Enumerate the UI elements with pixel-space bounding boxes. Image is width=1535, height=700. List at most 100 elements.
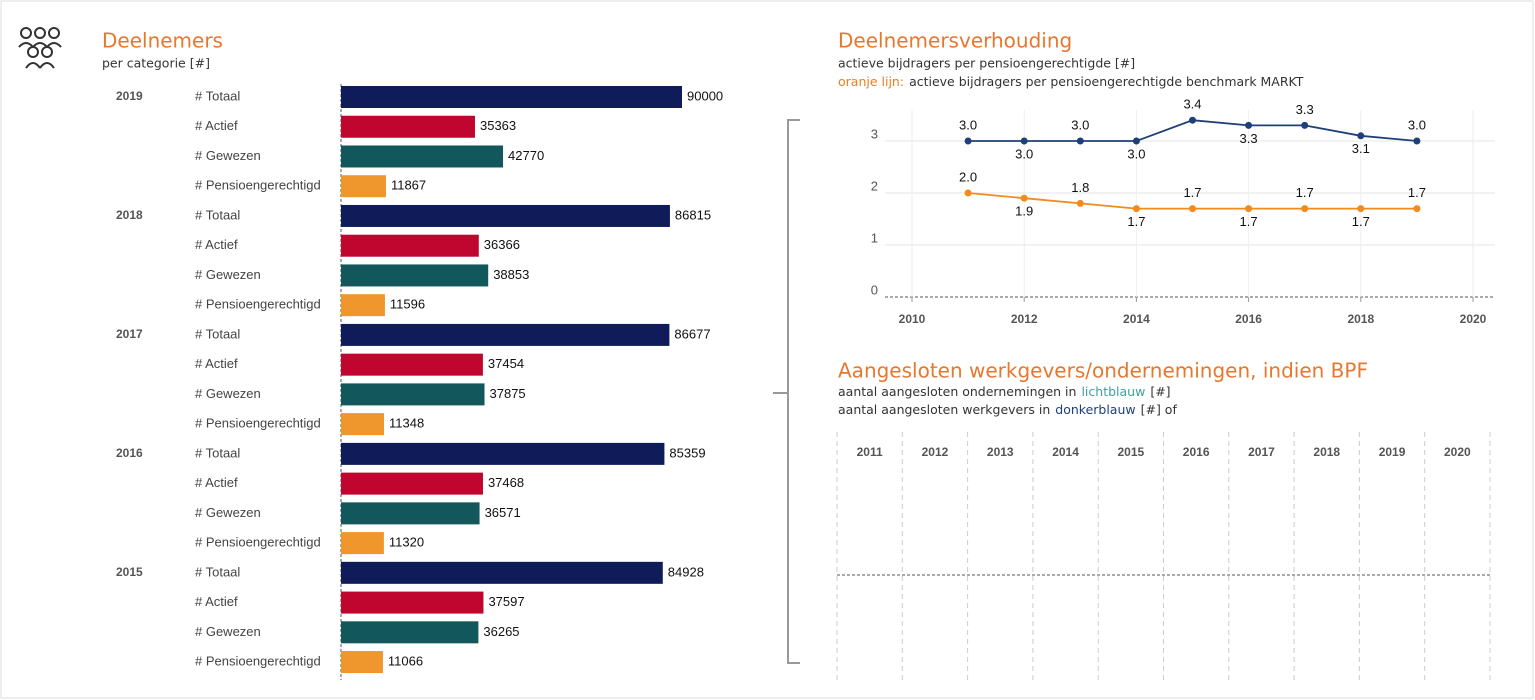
subtitle-text: aantal aangesloten ondernemingen in <box>838 384 1076 399</box>
subtitle-suffix: [#] of <box>1141 402 1178 417</box>
bar <box>341 591 484 614</box>
point <box>1076 199 1084 207</box>
subtitle-text: aantal aangesloten werkgevers in <box>838 402 1050 417</box>
value-label: 37875 <box>490 386 526 401</box>
bar <box>341 621 479 644</box>
bar <box>341 472 483 495</box>
value-label: 42770 <box>508 148 544 163</box>
value-label: 3.3 <box>1240 131 1258 146</box>
title: Deelnemersverhouding <box>838 29 1072 53</box>
value-label: 3.0 <box>1408 117 1426 132</box>
category-label: # Actief <box>195 237 238 252</box>
bar <box>341 294 385 317</box>
x-tick-label: 2012 <box>922 445 949 459</box>
bar <box>341 353 483 376</box>
group-label: 2018 <box>116 208 143 222</box>
value-label: 11867 <box>391 178 426 193</box>
x-tick-label: 2020 <box>1460 312 1487 326</box>
bar <box>341 651 383 674</box>
x-tick-label: 2019 <box>1379 445 1406 459</box>
bar <box>341 383 485 406</box>
value-label: 11066 <box>388 653 423 668</box>
bar <box>341 323 670 346</box>
category-label: # Pensioengerechtigd <box>195 535 321 550</box>
people-icon <box>18 27 62 69</box>
group-label: 2015 <box>116 565 143 579</box>
group-label: 2019 <box>116 89 143 103</box>
category-label: # Actief <box>195 475 238 490</box>
point <box>1132 137 1140 145</box>
bar <box>341 264 489 287</box>
value-label: 1.7 <box>1127 214 1145 229</box>
point <box>1132 205 1140 213</box>
value-label: 36366 <box>484 237 520 252</box>
value-label: 90000 <box>687 88 723 103</box>
y-tick-label: 1 <box>871 230 878 245</box>
value-label: 84928 <box>668 564 704 579</box>
value-label: 3.0 <box>1071 117 1089 132</box>
bar <box>341 145 504 168</box>
point <box>1357 205 1365 213</box>
value-label: 11596 <box>390 297 425 312</box>
value-label: 1.7 <box>1296 185 1314 200</box>
value-label: 1.7 <box>1183 185 1201 200</box>
point <box>964 137 972 145</box>
note-highlight: oranje lijn: <box>838 74 904 89</box>
category-label: # Pensioengerechtigd <box>195 653 321 668</box>
value-label: 37597 <box>488 594 524 609</box>
value-label: 36571 <box>485 505 521 520</box>
category-label: # Actief <box>195 118 238 133</box>
bar <box>341 175 386 198</box>
category-label: # Pensioengerechtigd <box>195 178 321 193</box>
subtitle-suffix: [#] <box>1150 384 1170 399</box>
note: oranje lijn: actieve bijdragers per pensi… <box>838 74 1304 89</box>
note-text: actieve bijdragers per pensioengerechtig… <box>909 74 1304 89</box>
category-label: # Gewezen <box>195 624 261 639</box>
category-label: # Gewezen <box>195 386 261 401</box>
value-label: 35363 <box>480 118 516 133</box>
value-label: 85359 <box>669 445 705 460</box>
bracket <box>773 119 800 664</box>
value-label: 11348 <box>389 416 424 431</box>
value-label: 3.0 <box>1015 146 1033 161</box>
bar <box>341 442 665 465</box>
value-label: 3.1 <box>1352 141 1370 156</box>
category-label: # Gewezen <box>195 505 261 520</box>
x-tick-label: 2018 <box>1347 312 1374 326</box>
x-tick-label: 2014 <box>1052 445 1079 459</box>
value-label: 1.7 <box>1352 214 1370 229</box>
value-label: 37468 <box>488 475 524 490</box>
value-label: 3.0 <box>959 117 977 132</box>
x-tick-label: 2015 <box>1117 445 1144 459</box>
value-label: 36265 <box>483 624 519 639</box>
group-label: 2016 <box>116 446 143 460</box>
bar <box>341 115 475 138</box>
point <box>1189 205 1196 213</box>
point <box>1245 205 1253 213</box>
group-label: 2017 <box>116 327 143 341</box>
bar <box>341 532 384 555</box>
value-label: 86677 <box>674 326 710 341</box>
point <box>1020 137 1028 145</box>
bar <box>341 86 682 108</box>
value-label: 2.0 <box>959 169 977 184</box>
category-label: # Pensioengerechtigd <box>195 416 321 431</box>
point <box>1245 121 1253 129</box>
x-tick-label: 2013 <box>987 445 1014 459</box>
x-tick-label: 2016 <box>1183 445 1210 459</box>
category-label: # Totaal <box>195 207 240 222</box>
y-tick-label: 2 <box>871 178 878 193</box>
value-label: 38853 <box>493 267 529 282</box>
point <box>1076 137 1084 145</box>
value-label: 3.3 <box>1296 102 1314 117</box>
subtitle: aantal aangesloten ondernemingen in licht… <box>838 384 1171 399</box>
category-label: # Totaal <box>195 445 240 460</box>
subtitle-highlight: lichtblauw <box>1081 384 1145 399</box>
x-tick-label: 2020 <box>1444 445 1471 459</box>
value-label: 1.8 <box>1071 180 1089 195</box>
subtitle-highlight: donkerblauw <box>1055 402 1135 417</box>
point <box>1020 194 1028 202</box>
x-tick-label: 2011 <box>857 445 883 459</box>
